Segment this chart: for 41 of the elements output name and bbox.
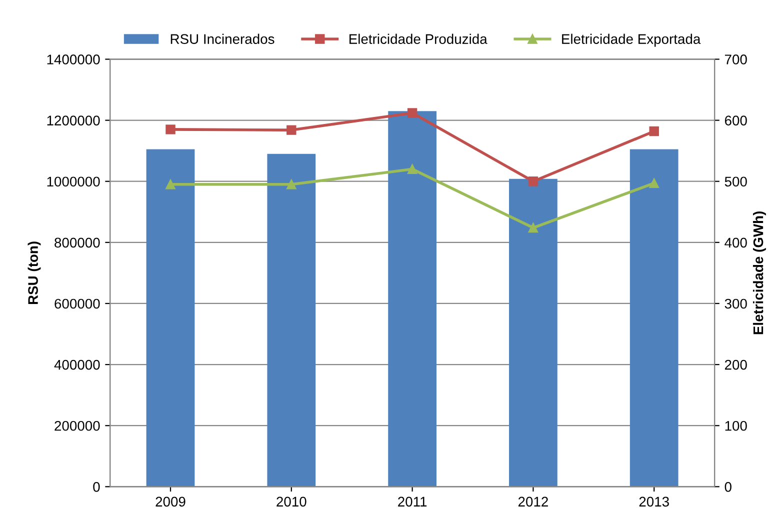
bar bbox=[267, 154, 316, 487]
y2-tick-label: 700 bbox=[724, 54, 747, 64]
point bbox=[407, 108, 418, 118]
y2-tick-label: 100 bbox=[725, 420, 747, 431]
legend-label: Eletricidade Exportada bbox=[562, 34, 701, 47]
bar bbox=[509, 178, 558, 487]
point bbox=[528, 222, 538, 233]
y2-axis-title: Eletricidade (GWh) bbox=[753, 212, 766, 334]
point bbox=[407, 164, 418, 174]
y-axis-title: RSU (ton) bbox=[28, 242, 41, 304]
point bbox=[528, 176, 538, 186]
point bbox=[286, 125, 296, 135]
bar bbox=[388, 111, 436, 487]
y-tick-label: 1400000 bbox=[47, 54, 100, 64]
x-tick-label: 2010 bbox=[276, 496, 306, 507]
x-tick-label: 2009 bbox=[156, 496, 186, 507]
y-tick-label: 200000 bbox=[54, 420, 100, 431]
y2-tick-label: 600 bbox=[724, 116, 747, 126]
x-tick-label: 2013 bbox=[639, 496, 669, 507]
y-tick-label: 1000000 bbox=[47, 176, 100, 187]
bar bbox=[630, 149, 678, 487]
y-tick-label: 1200000 bbox=[47, 116, 100, 126]
point bbox=[166, 124, 176, 134]
y-tick-label: 400000 bbox=[54, 360, 100, 370]
legend-label: RSU Incinerados bbox=[170, 34, 274, 44]
y2-tick-label: 200 bbox=[724, 360, 747, 370]
y-tick-label: 600000 bbox=[54, 298, 100, 309]
point bbox=[649, 126, 659, 136]
y2-tick-label: 400 bbox=[724, 238, 747, 248]
y2-tick-label: 500 bbox=[724, 176, 747, 187]
x-tick-label: 2012 bbox=[518, 496, 548, 507]
y2-tick-label: 300 bbox=[724, 298, 747, 309]
x-tick-label: 2011 bbox=[398, 496, 427, 507]
y-tick-label: 800000 bbox=[54, 238, 100, 248]
bar bbox=[146, 149, 195, 487]
y-tick-label: 0 bbox=[93, 482, 100, 492]
point bbox=[286, 180, 296, 190]
point bbox=[166, 180, 176, 190]
point bbox=[649, 178, 659, 188]
y2-tick-label: 0 bbox=[724, 482, 732, 492]
legend-label: Eletricidade Produzida bbox=[350, 34, 488, 44]
